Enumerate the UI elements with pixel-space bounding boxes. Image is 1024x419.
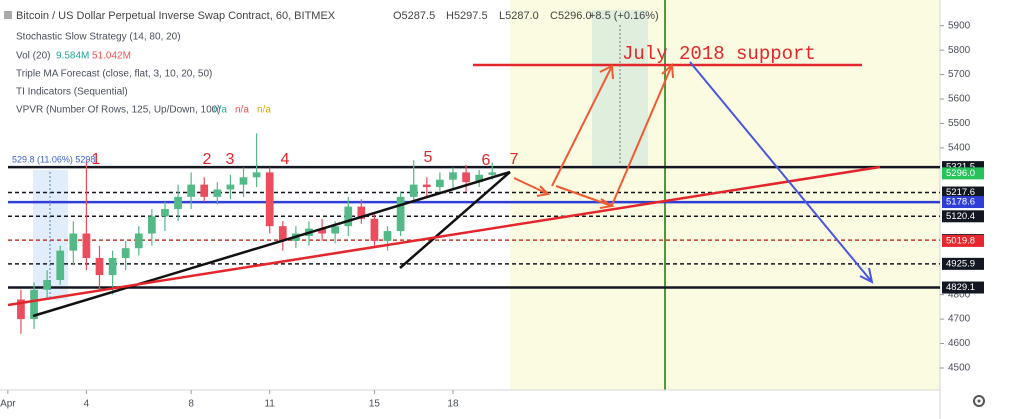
price-label-bg [942, 257, 984, 270]
settings-icon[interactable] [973, 395, 985, 407]
candle-body [409, 184, 418, 197]
candle-body [475, 174, 484, 183]
candle-body [17, 299, 25, 320]
indicator-value: n/a [213, 105, 227, 116]
price-label: 4925.9 [946, 258, 975, 269]
wave-label: 1 [92, 151, 101, 168]
wave-label: 6 [482, 152, 491, 169]
candle-body [121, 248, 130, 258]
price-label-bg [942, 281, 984, 294]
wave-label: 7 [510, 151, 519, 168]
candle-body [174, 196, 182, 210]
price-label: 5120.4 [946, 211, 975, 222]
candle-body [95, 257, 104, 276]
y-tick-label: 5500 [948, 118, 971, 129]
candle-body [200, 184, 209, 197]
candle-body [370, 218, 379, 241]
y-tick-label: 5900 [948, 20, 971, 31]
indicator: VPVR (Number Of Rows, 125, Up/Down, 100) [16, 105, 221, 116]
price-label-bg [942, 196, 984, 209]
indicator: Stochastic Slow Strategy (14, 80, 20) [16, 32, 181, 43]
price-label-bg [942, 210, 984, 223]
candle-body [43, 279, 51, 290]
price-label-bg [942, 186, 984, 199]
y-tick-label: 4700 [948, 314, 971, 325]
candle-body [69, 233, 78, 251]
y-tick-label: 5600 [948, 94, 971, 105]
price-label: 5217.6 [946, 187, 975, 198]
candle-body [108, 257, 117, 276]
indicator: TI Indicators (Sequential) [16, 87, 128, 98]
y-tick-label: 4800 [948, 289, 971, 300]
ohlc-value: H5297.5 [446, 10, 488, 22]
indicator: Vol (20) [16, 51, 50, 62]
candle-body [187, 184, 195, 197]
candle-body [318, 228, 326, 234]
price-label: 5296.0 [946, 168, 975, 179]
ohlc-value: L5287.0 [499, 10, 539, 22]
wave-label: 5 [424, 149, 433, 166]
candle-body [422, 184, 431, 188]
wave-label: 4 [281, 151, 290, 168]
x-tick-label: 18 [447, 399, 459, 410]
candle-body [30, 289, 38, 320]
price-label: 5178.6 [946, 197, 975, 208]
candle-body [344, 206, 353, 227]
measure-label: 529.8 (11.06%) 5298 [12, 154, 95, 164]
y-tick-label: 5800 [948, 45, 971, 56]
candle-body [278, 226, 287, 241]
candle-body [449, 172, 457, 180]
candle-body [148, 216, 156, 234]
candle-body [331, 226, 340, 234]
price-label-bg [942, 167, 984, 180]
candle-body [161, 209, 169, 217]
candle-body [488, 172, 497, 175]
indicator-value: 51.042M [92, 51, 131, 62]
ohlc-value: C5296.0 [550, 10, 592, 22]
candle-body [213, 189, 222, 197]
wave-label: 2 [203, 151, 212, 168]
x-tick-label: 11 [264, 399, 275, 410]
candle-body [357, 206, 366, 219]
support-label: July 2018 support [622, 43, 816, 65]
x-tick-label: Apr [0, 399, 16, 410]
indicator: Triple MA Forecast (close, flat, 3, 10, … [16, 69, 212, 80]
candle-body [252, 172, 261, 178]
candle-body [462, 172, 470, 183]
y-tick-label: 4600 [948, 338, 971, 349]
price-label-bg [942, 234, 984, 247]
indicator-value: 9.584M [56, 51, 89, 62]
candle-body [436, 179, 444, 188]
title: Bitcoin / US Dollar Perpetual Inverse Sw… [16, 10, 336, 22]
x-tick-label: 15 [369, 399, 381, 410]
indicator-value: n/a [257, 105, 271, 116]
ohlc-value: +8.5 (+0.16%) [589, 10, 659, 22]
ohlc-value: O5287.5 [393, 10, 435, 22]
drawings [7, 25, 881, 318]
y-tick-label: 4500 [948, 363, 971, 374]
wave-label: 3 [226, 151, 235, 168]
y-tick-label: 5700 [948, 69, 971, 80]
candle-body [226, 184, 235, 190]
candle-body [383, 231, 392, 241]
x-tick-label: 4 [84, 399, 90, 410]
candle-body [265, 172, 274, 227]
candle-body [82, 233, 91, 258]
candle-body [239, 177, 248, 185]
indicator-value: n/a [235, 105, 249, 116]
header-icon [4, 11, 12, 19]
candle-body [56, 250, 65, 280]
price-label: 5019.8 [946, 235, 975, 246]
y-tick-label: 5400 [948, 143, 971, 154]
price-label: 5321.5 [946, 162, 975, 173]
x-tick-label: 8 [188, 399, 194, 410]
candle-body [134, 233, 143, 249]
price-label: 4829.1 [946, 282, 975, 293]
candle-body [396, 196, 405, 232]
